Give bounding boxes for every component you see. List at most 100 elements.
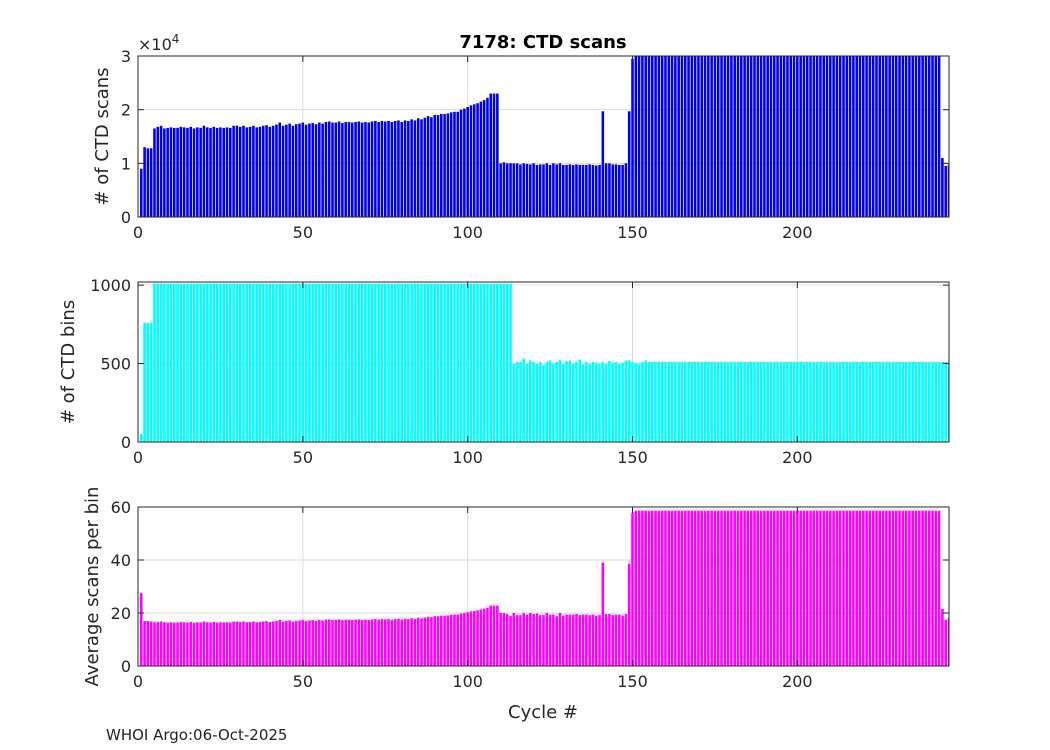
bar	[275, 124, 278, 217]
bar	[855, 362, 858, 442]
bar	[720, 56, 723, 217]
bar	[710, 56, 713, 217]
bar	[215, 283, 219, 442]
bar	[482, 283, 486, 442]
bar	[838, 56, 842, 217]
bar	[578, 615, 582, 666]
bar	[308, 620, 311, 666]
bar	[347, 122, 351, 217]
bar	[397, 283, 400, 442]
bar	[505, 283, 509, 442]
bar	[838, 362, 842, 442]
bar	[182, 622, 186, 666]
bar	[245, 283, 249, 442]
bar	[941, 362, 944, 442]
bar	[693, 56, 697, 217]
bar	[716, 510, 720, 666]
bar	[413, 618, 417, 666]
bar	[502, 162, 506, 217]
x-tick-label: 50	[293, 223, 313, 242]
y-tick-label: 0	[121, 208, 131, 227]
bar	[868, 56, 872, 217]
bar	[453, 614, 456, 666]
bar	[911, 510, 915, 666]
bar	[819, 362, 822, 442]
bar	[677, 56, 680, 217]
bar	[496, 605, 499, 666]
bar	[344, 122, 347, 217]
bar	[308, 123, 311, 217]
bar	[776, 56, 779, 217]
bars	[140, 510, 949, 666]
bar	[502, 613, 506, 666]
bar	[568, 164, 572, 217]
x-tick-label: 150	[617, 223, 648, 242]
bar	[753, 510, 756, 666]
bar	[631, 58, 634, 217]
bar	[927, 362, 931, 442]
bar	[436, 616, 440, 666]
panel-average: 0 50 100 150 200 0 20 40 60 Average scans per bin	[82, 487, 950, 691]
bar	[832, 510, 835, 666]
footer-credit: WHOI Argo:06-Oct-2025	[106, 726, 288, 744]
bar	[443, 113, 446, 217]
bar	[519, 362, 522, 442]
bar	[199, 622, 202, 666]
bar	[261, 125, 265, 217]
bar	[192, 283, 196, 442]
bar	[383, 121, 387, 217]
bar	[697, 510, 700, 666]
bar	[604, 363, 608, 442]
bar	[769, 362, 773, 442]
bar	[512, 363, 516, 442]
bar	[383, 283, 387, 442]
bar	[159, 125, 163, 217]
bar	[172, 127, 176, 217]
bar	[242, 283, 245, 442]
bar	[463, 108, 466, 217]
bar	[360, 619, 364, 666]
bar	[258, 283, 262, 442]
bar	[245, 127, 249, 217]
bar	[334, 283, 338, 442]
bar	[304, 283, 308, 442]
bar	[202, 621, 206, 666]
bar	[235, 283, 239, 442]
bar	[908, 362, 911, 442]
bar	[730, 56, 733, 217]
bars	[140, 56, 949, 217]
bar	[265, 125, 268, 217]
figure-title: 7178: CTD scans	[459, 32, 626, 53]
bar	[690, 56, 694, 217]
bar	[456, 614, 460, 666]
bar	[621, 615, 624, 666]
bar	[786, 56, 789, 217]
bar	[535, 363, 539, 442]
bar	[637, 56, 641, 217]
bar	[561, 164, 565, 217]
panel-scans: 0 50 100 150 200 0 1 2 3 # of CTD scans ×104	[92, 32, 950, 242]
bar	[829, 510, 832, 666]
bar	[321, 283, 324, 442]
bar	[614, 614, 618, 666]
bar	[496, 93, 499, 217]
bar	[235, 621, 239, 666]
bar	[667, 362, 671, 442]
bar	[832, 362, 835, 442]
bar	[941, 157, 944, 217]
bar	[459, 613, 463, 666]
bar	[746, 56, 750, 217]
bar	[202, 125, 206, 217]
bar	[611, 362, 615, 442]
bar	[878, 362, 882, 442]
bar	[344, 619, 347, 666]
bar	[588, 363, 591, 442]
bar	[733, 56, 736, 217]
panel-bins: 0 50 100 150 200 0 500 1000 # of CTD bins	[58, 276, 950, 467]
bar	[753, 56, 756, 217]
bar	[505, 614, 509, 666]
bar	[931, 56, 934, 217]
bar	[192, 128, 196, 217]
bar	[176, 127, 179, 217]
bar	[255, 127, 258, 217]
